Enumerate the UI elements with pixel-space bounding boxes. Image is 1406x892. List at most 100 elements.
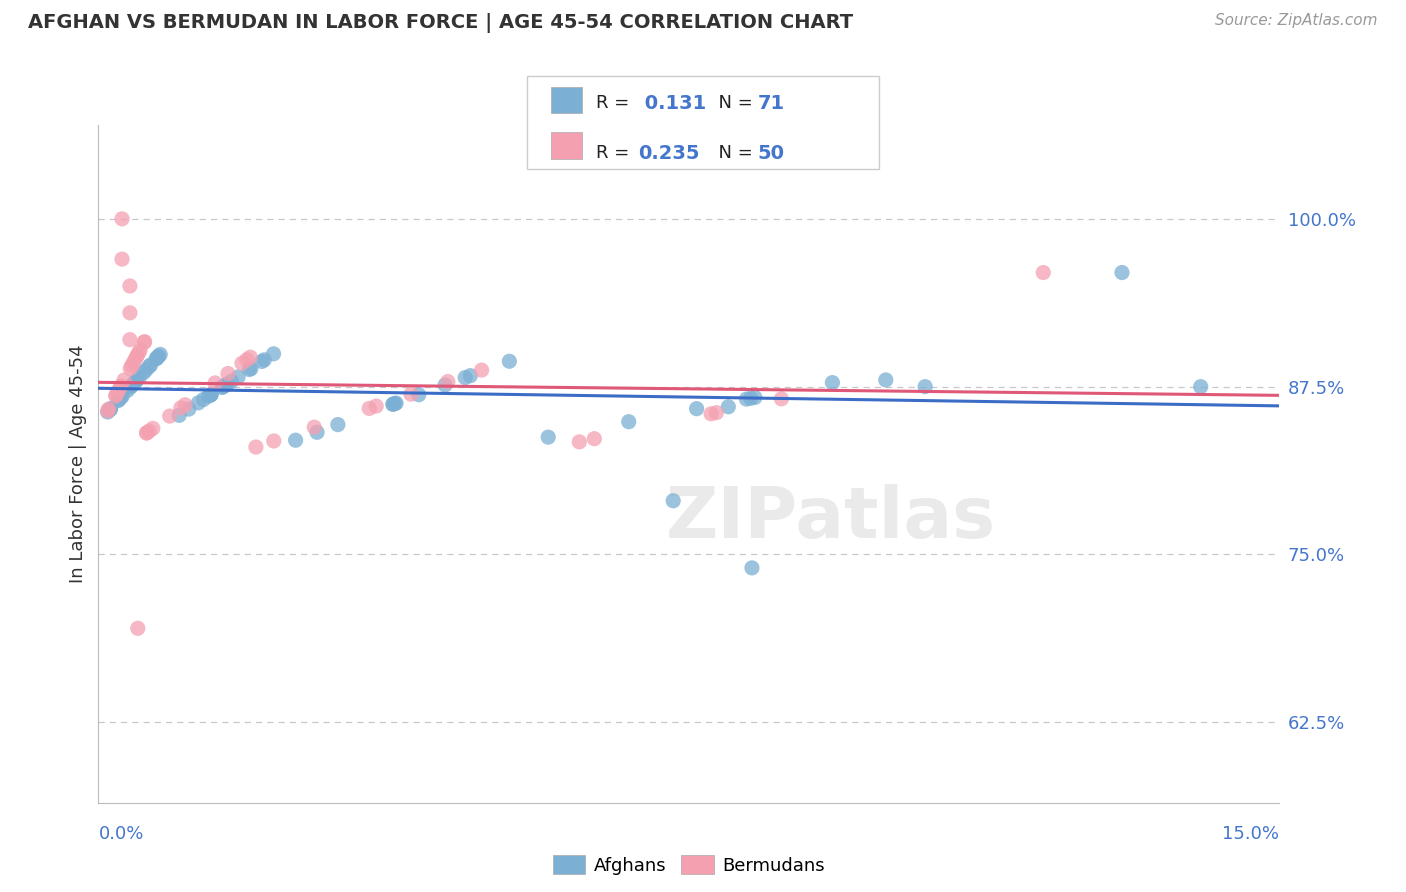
- Legend: Afghans, Bermudans: Afghans, Bermudans: [546, 848, 832, 882]
- Point: [118, 306, 141, 320]
- Text: N =: N =: [707, 94, 759, 112]
- Point: [129, 343, 152, 358]
- Point: [437, 375, 460, 389]
- Point: [110, 390, 132, 404]
- Point: [821, 376, 844, 390]
- Point: [110, 379, 132, 393]
- Point: [193, 392, 215, 407]
- Point: [122, 356, 145, 370]
- Point: [111, 211, 134, 226]
- Point: [239, 361, 262, 376]
- Point: [263, 347, 285, 361]
- Point: [134, 334, 156, 349]
- Point: [717, 400, 740, 414]
- Point: [537, 430, 560, 444]
- Point: [914, 379, 936, 393]
- Point: [120, 380, 142, 394]
- Point: [583, 432, 606, 446]
- Point: [187, 396, 209, 410]
- Point: [177, 402, 200, 417]
- Point: [366, 399, 388, 413]
- Point: [460, 368, 482, 383]
- Point: [236, 352, 259, 367]
- Point: [97, 404, 120, 418]
- Point: [122, 376, 145, 391]
- Point: [138, 424, 160, 438]
- Point: [770, 392, 793, 406]
- Point: [617, 415, 640, 429]
- Point: [105, 387, 128, 401]
- Point: [217, 377, 239, 392]
- Point: [382, 397, 405, 411]
- Point: [142, 421, 165, 435]
- Point: [120, 379, 142, 393]
- Text: 50: 50: [758, 144, 785, 162]
- Point: [662, 493, 685, 508]
- Y-axis label: In Labor Force | Age 45-54: In Labor Force | Age 45-54: [69, 344, 87, 583]
- Point: [685, 401, 707, 416]
- Point: [284, 434, 307, 448]
- Point: [107, 384, 129, 399]
- Point: [250, 354, 273, 368]
- Point: [381, 397, 404, 411]
- Point: [211, 380, 233, 394]
- Point: [1111, 266, 1133, 280]
- Point: [117, 384, 139, 398]
- Point: [120, 361, 142, 376]
- Point: [226, 370, 249, 384]
- Point: [124, 353, 146, 368]
- Point: [385, 396, 408, 410]
- Point: [221, 374, 243, 388]
- Point: [125, 349, 148, 363]
- Point: [238, 362, 260, 376]
- Point: [107, 393, 129, 408]
- Text: 15.0%: 15.0%: [1222, 825, 1279, 843]
- Point: [204, 376, 226, 390]
- Point: [568, 434, 591, 449]
- Point: [170, 401, 193, 415]
- Text: 0.235: 0.235: [638, 144, 700, 162]
- Point: [875, 373, 897, 387]
- Point: [108, 392, 131, 407]
- Point: [498, 354, 520, 368]
- Point: [214, 378, 236, 392]
- Point: [134, 335, 156, 350]
- Point: [121, 359, 143, 373]
- Point: [97, 402, 120, 417]
- Point: [200, 387, 222, 401]
- Point: [212, 380, 235, 394]
- Point: [735, 392, 758, 406]
- Point: [212, 379, 235, 393]
- Point: [700, 407, 723, 421]
- Point: [98, 402, 121, 417]
- Point: [139, 358, 162, 372]
- Point: [125, 374, 148, 388]
- Point: [245, 440, 267, 454]
- Point: [740, 392, 762, 406]
- Point: [104, 389, 127, 403]
- Point: [135, 425, 157, 440]
- Point: [145, 351, 167, 366]
- Point: [111, 389, 134, 403]
- Point: [108, 381, 131, 395]
- Point: [111, 252, 134, 266]
- Text: AFGHAN VS BERMUDAN IN LABOR FORCE | AGE 45-54 CORRELATION CHART: AFGHAN VS BERMUDAN IN LABOR FORCE | AGE …: [28, 13, 853, 33]
- Point: [159, 409, 181, 423]
- Point: [399, 387, 422, 401]
- Text: Source: ZipAtlas.com: Source: ZipAtlas.com: [1215, 13, 1378, 29]
- Text: N =: N =: [707, 144, 759, 161]
- Point: [408, 388, 430, 402]
- Point: [434, 378, 457, 392]
- Point: [145, 351, 167, 366]
- Point: [128, 345, 150, 359]
- Point: [200, 388, 222, 402]
- Text: R =: R =: [596, 94, 636, 112]
- Point: [138, 359, 160, 374]
- Point: [135, 363, 157, 377]
- Text: 0.131: 0.131: [638, 94, 707, 112]
- Point: [118, 333, 141, 347]
- Point: [125, 373, 148, 387]
- Point: [118, 279, 141, 293]
- Point: [97, 405, 120, 419]
- Point: [197, 389, 219, 403]
